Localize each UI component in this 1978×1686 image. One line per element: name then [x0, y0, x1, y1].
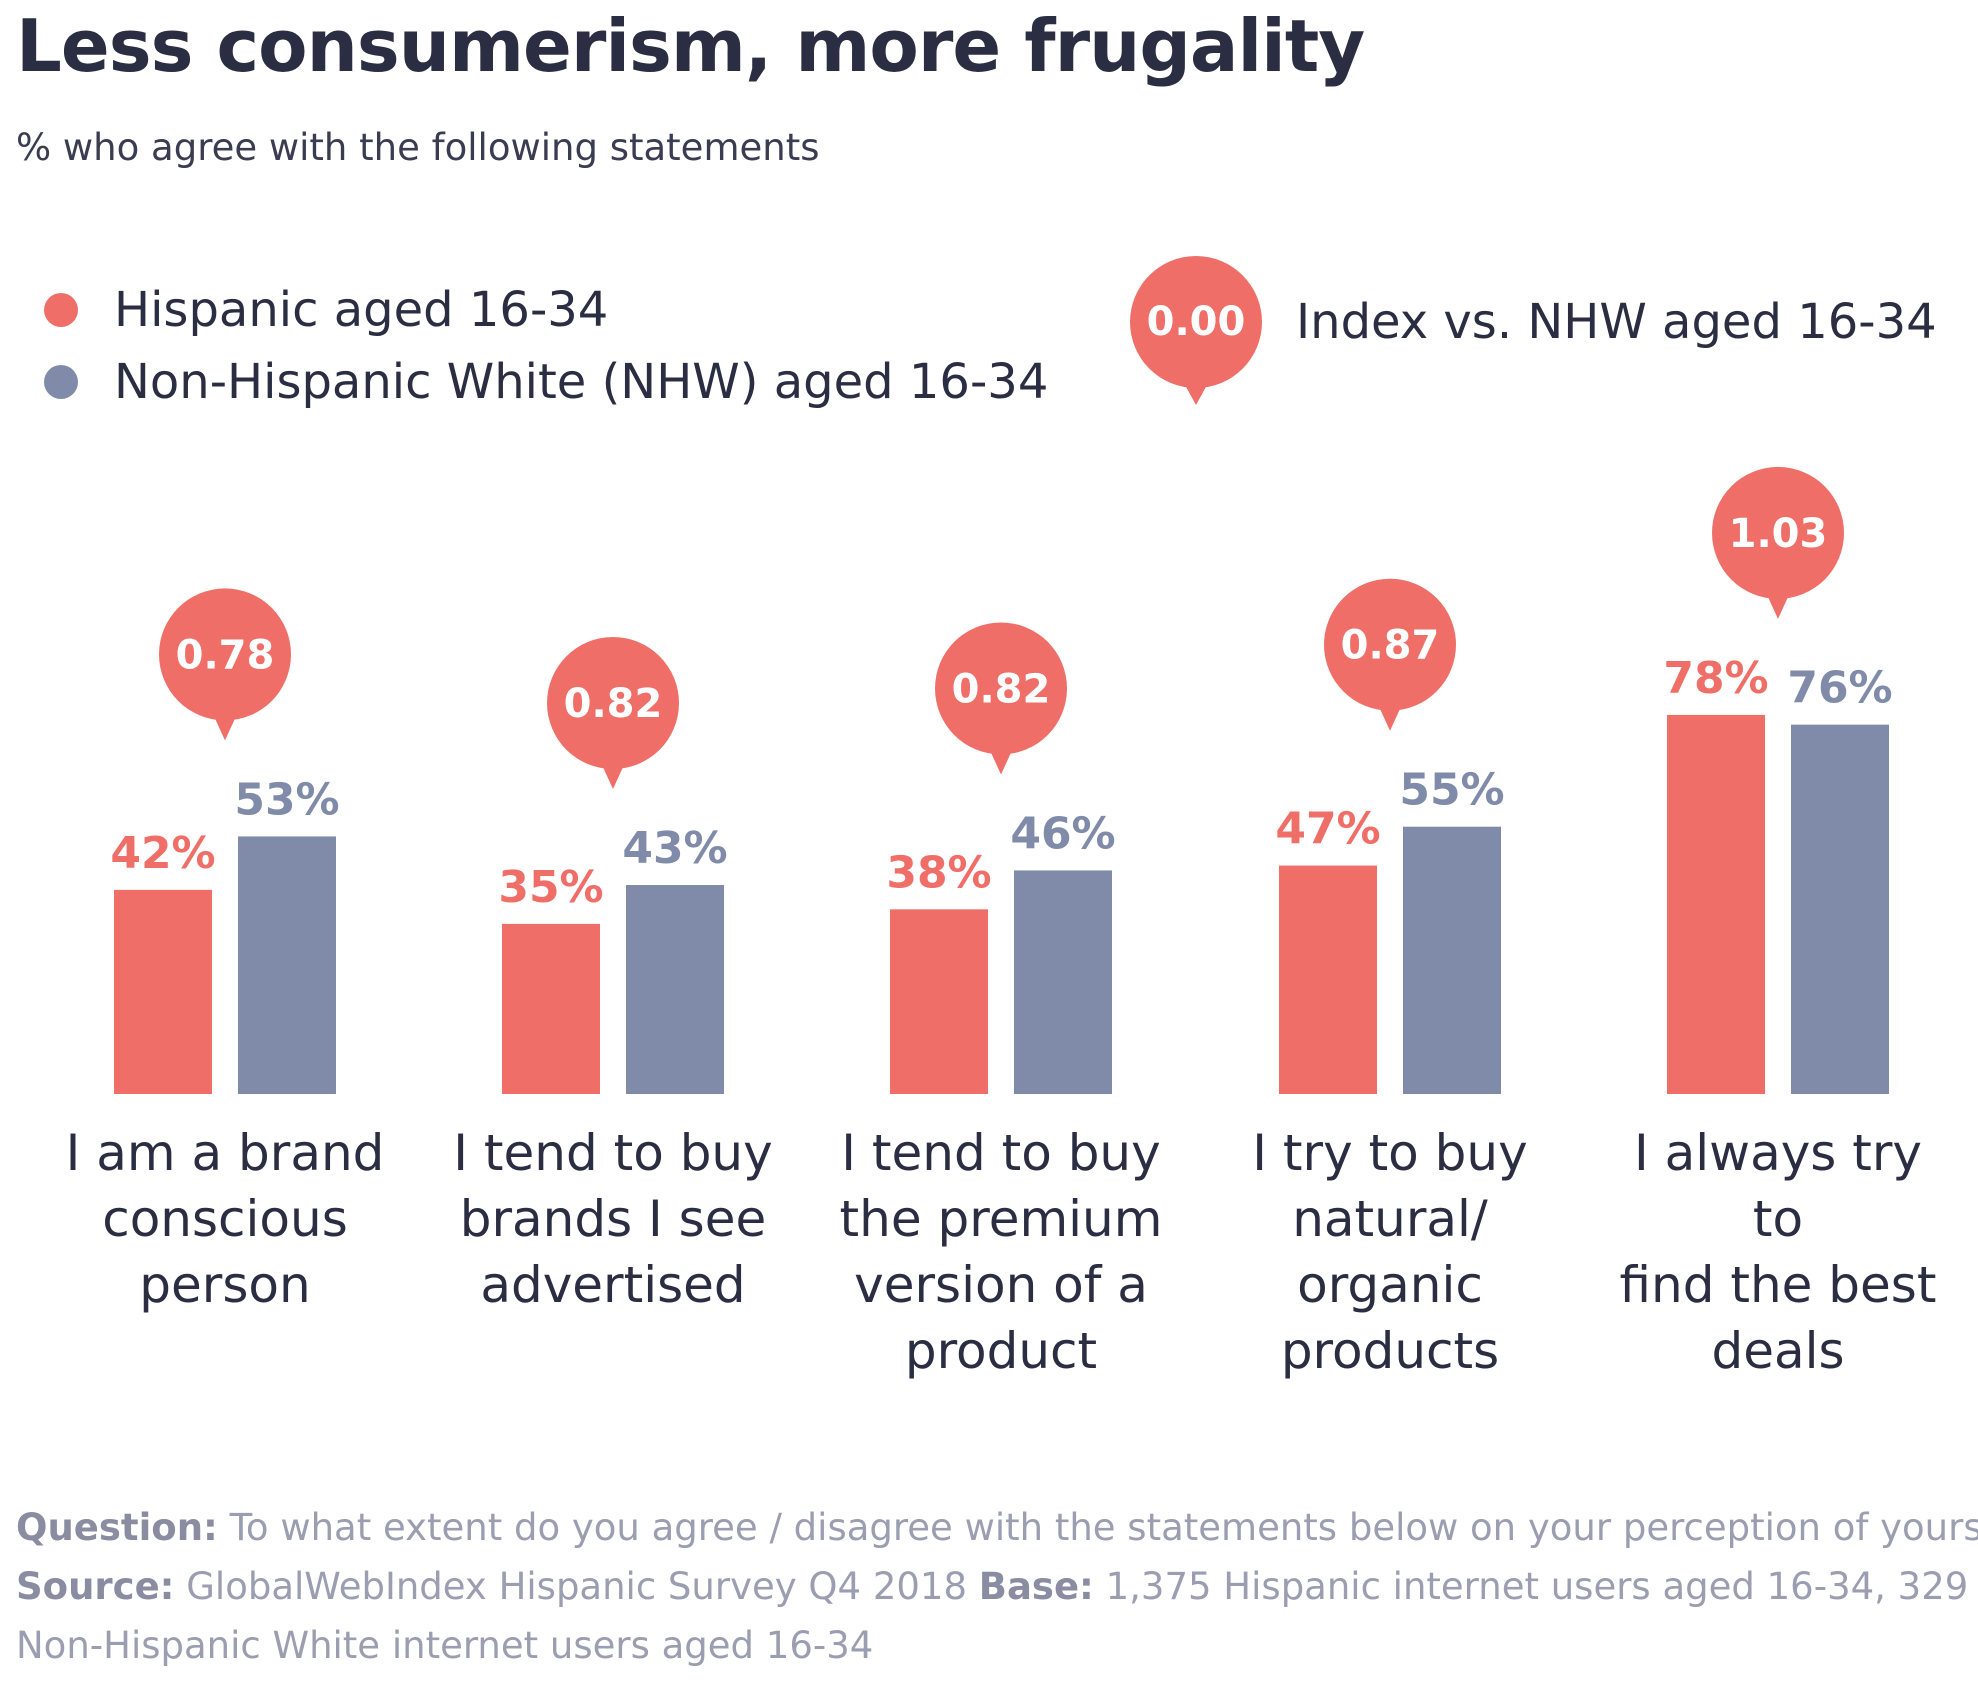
- index-value-5: 1.03: [1729, 511, 1828, 557]
- index-bubble-4: [1324, 578, 1456, 711]
- bar-nhw-4: [1403, 826, 1501, 1094]
- index-value-1: 0.78: [176, 632, 275, 678]
- index-value-4: 0.87: [1341, 623, 1440, 669]
- chart-subtitle: % who agree with the following statement…: [16, 126, 820, 169]
- category-label-line: I am a brand: [65, 1124, 385, 1182]
- category-label-1: I am a brand conscious person: [55, 1120, 395, 1318]
- data-label-hispanic-3: 38%: [886, 847, 991, 898]
- category-label-line: brands I see: [459, 1190, 767, 1248]
- index-value-3: 0.82: [952, 666, 1051, 712]
- category-label-line: deals: [1711, 1322, 1845, 1380]
- legend-label-hispanic: Hispanic aged 16-34: [114, 282, 609, 338]
- index-bubble-3: [935, 622, 1067, 755]
- category-label-line: person: [139, 1256, 311, 1314]
- legend-dot-nhw: [44, 365, 78, 399]
- bar-hispanic-2: [502, 923, 600, 1094]
- data-label-nhw-2: 43%: [622, 823, 727, 874]
- category-label-line: organic: [1297, 1256, 1483, 1314]
- category-label-line: version of a: [854, 1256, 1148, 1314]
- legend-item-hispanic: Hispanic aged 16-34: [44, 274, 1048, 346]
- index-key-label: Index vs. NHW aged 16-34: [1296, 294, 1937, 350]
- legend-item-nhw: Non-Hispanic White (NHW) aged 16-34: [44, 346, 1048, 418]
- data-label-nhw-4: 55%: [1399, 765, 1504, 816]
- legend: Hispanic aged 16-34 Non-Hispanic White (…: [44, 274, 1048, 418]
- data-label-nhw-5: 76%: [1787, 663, 1892, 714]
- base-text: 1,375 Hispanic internet users aged 16-34…: [1105, 1565, 1969, 1608]
- index-bubble-tail-5: [1767, 594, 1789, 619]
- category-label-line: I try to buy: [1252, 1124, 1528, 1182]
- index-key-bubble: 0.00: [1130, 256, 1262, 388]
- footer-base-continued: Non-Hispanic White internet users aged 1…: [16, 1616, 1966, 1675]
- index-key-value: 0.00: [1146, 299, 1246, 345]
- data-label-nhw-3: 46%: [1010, 808, 1115, 859]
- chart-title: Less consumerism, more frugality: [16, 4, 1365, 88]
- category-label-2: I tend to buy brands I see advertised: [443, 1120, 783, 1318]
- data-label-hispanic-1: 42%: [110, 828, 215, 879]
- category-label-line: I tend to buy: [841, 1124, 1161, 1182]
- legend-label-nhw: Non-Hispanic White (NHW) aged 16-34: [114, 354, 1049, 410]
- index-bubble-tail-2: [602, 765, 624, 790]
- index-value-2: 0.82: [564, 681, 663, 727]
- index-bubble-2: [547, 637, 679, 770]
- data-label-hispanic-5: 78%: [1663, 653, 1768, 704]
- index-bubble-tail-4: [1379, 706, 1401, 731]
- index-bubble-5: [1712, 466, 1844, 599]
- question-key: Question:: [16, 1506, 218, 1549]
- category-label-line: I always try to: [1634, 1124, 1922, 1248]
- footer: Question: To what extent do you agree / …: [16, 1498, 1978, 1675]
- data-label-hispanic-2: 35%: [498, 862, 603, 913]
- category-label-line: find the best: [1619, 1256, 1937, 1314]
- source-text: GlobalWebIndex Hispanic Survey Q4 2018: [186, 1565, 967, 1608]
- data-label-nhw-1: 53%: [234, 774, 339, 825]
- category-label-5: I always try to find the best deals: [1608, 1120, 1948, 1384]
- bar-nhw-2: [626, 885, 724, 1094]
- index-key: 0.00 Index vs. NHW aged 16-34: [1130, 256, 1937, 388]
- footer-question: Question: To what extent do you agree / …: [16, 1498, 1978, 1557]
- category-label-line: products: [1280, 1322, 1500, 1380]
- category-label-4: I try to buy natural/organic products: [1220, 1120, 1560, 1384]
- category-label-line: I tend to buy: [453, 1124, 773, 1182]
- base-text-2: Non-Hispanic White internet users aged 1…: [16, 1624, 874, 1667]
- question-text: To what extent do you agree / disagree w…: [229, 1506, 1978, 1549]
- index-bubble-1: [159, 588, 291, 721]
- index-bubble-tail-1: [214, 716, 236, 741]
- category-label-line: product: [904, 1322, 1098, 1380]
- bar-hispanic-5: [1667, 714, 1765, 1094]
- source-key: Source:: [16, 1565, 175, 1608]
- bar-hispanic-4: [1279, 865, 1377, 1094]
- legend-dot-hispanic: [44, 293, 78, 327]
- base-key: Base:: [978, 1565, 1094, 1608]
- category-label-3: I tend to buy the premium version of a prod…: [831, 1120, 1171, 1384]
- category-label-line: natural/: [1292, 1190, 1488, 1248]
- category-label-line: conscious: [102, 1190, 348, 1248]
- footer-source: Source: GlobalWebIndex Hispanic Survey Q…: [16, 1557, 1969, 1616]
- bar-nhw-5: [1791, 724, 1889, 1094]
- bar-chart: 42% 53% 0.78 35% 43% 0.82 38% 46% 0.82 47% 55% 0.87…: [110, 466, 1893, 1094]
- data-label-hispanic-4: 47%: [1275, 804, 1380, 855]
- bar-hispanic-3: [890, 909, 988, 1094]
- bar-nhw-3: [1014, 870, 1112, 1094]
- category-label-line: advertised: [480, 1256, 746, 1314]
- bar-hispanic-1: [114, 889, 212, 1094]
- index-bubble-tail-3: [990, 750, 1012, 775]
- bar-nhw-1: [238, 836, 336, 1094]
- category-label-line: the premium: [839, 1190, 1163, 1248]
